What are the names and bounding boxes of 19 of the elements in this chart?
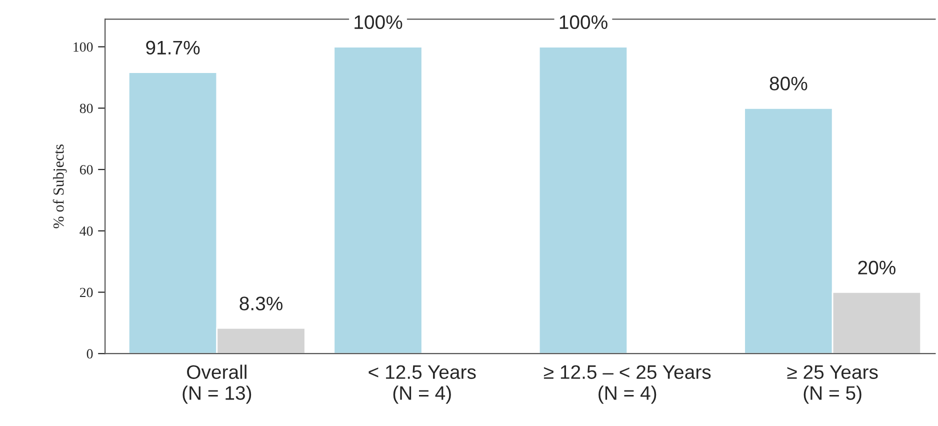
y-tick-label: 80 xyxy=(80,104,93,114)
data-label: 100% xyxy=(354,15,402,30)
y-tick-label: 20 xyxy=(80,288,93,298)
bar xyxy=(333,46,423,354)
x-tick-label: ≥ 25 Years (N = 5) xyxy=(787,365,878,404)
data-label: 8.3% xyxy=(240,296,282,310)
y-axis-title: % of Subjects xyxy=(52,144,67,228)
x-tick-label: < 12.5 Years (N = 4) xyxy=(368,365,476,404)
x-tick-label: ≥ 12.5 – < 25 Years (N = 4) xyxy=(544,365,711,404)
y-tick-label: 60 xyxy=(80,165,93,174)
data-label: 20% xyxy=(858,260,896,274)
x-tick-label: Overall (N = 13) xyxy=(182,364,252,404)
data-label: 100% xyxy=(560,15,608,30)
y-tick-label: 40 xyxy=(80,226,93,236)
bar xyxy=(538,46,628,354)
y-tick-label: 100 xyxy=(74,42,93,52)
data-label: 80% xyxy=(770,76,808,90)
data-label: 91.7% xyxy=(146,40,200,55)
y-tick-label: 0 xyxy=(86,349,93,359)
